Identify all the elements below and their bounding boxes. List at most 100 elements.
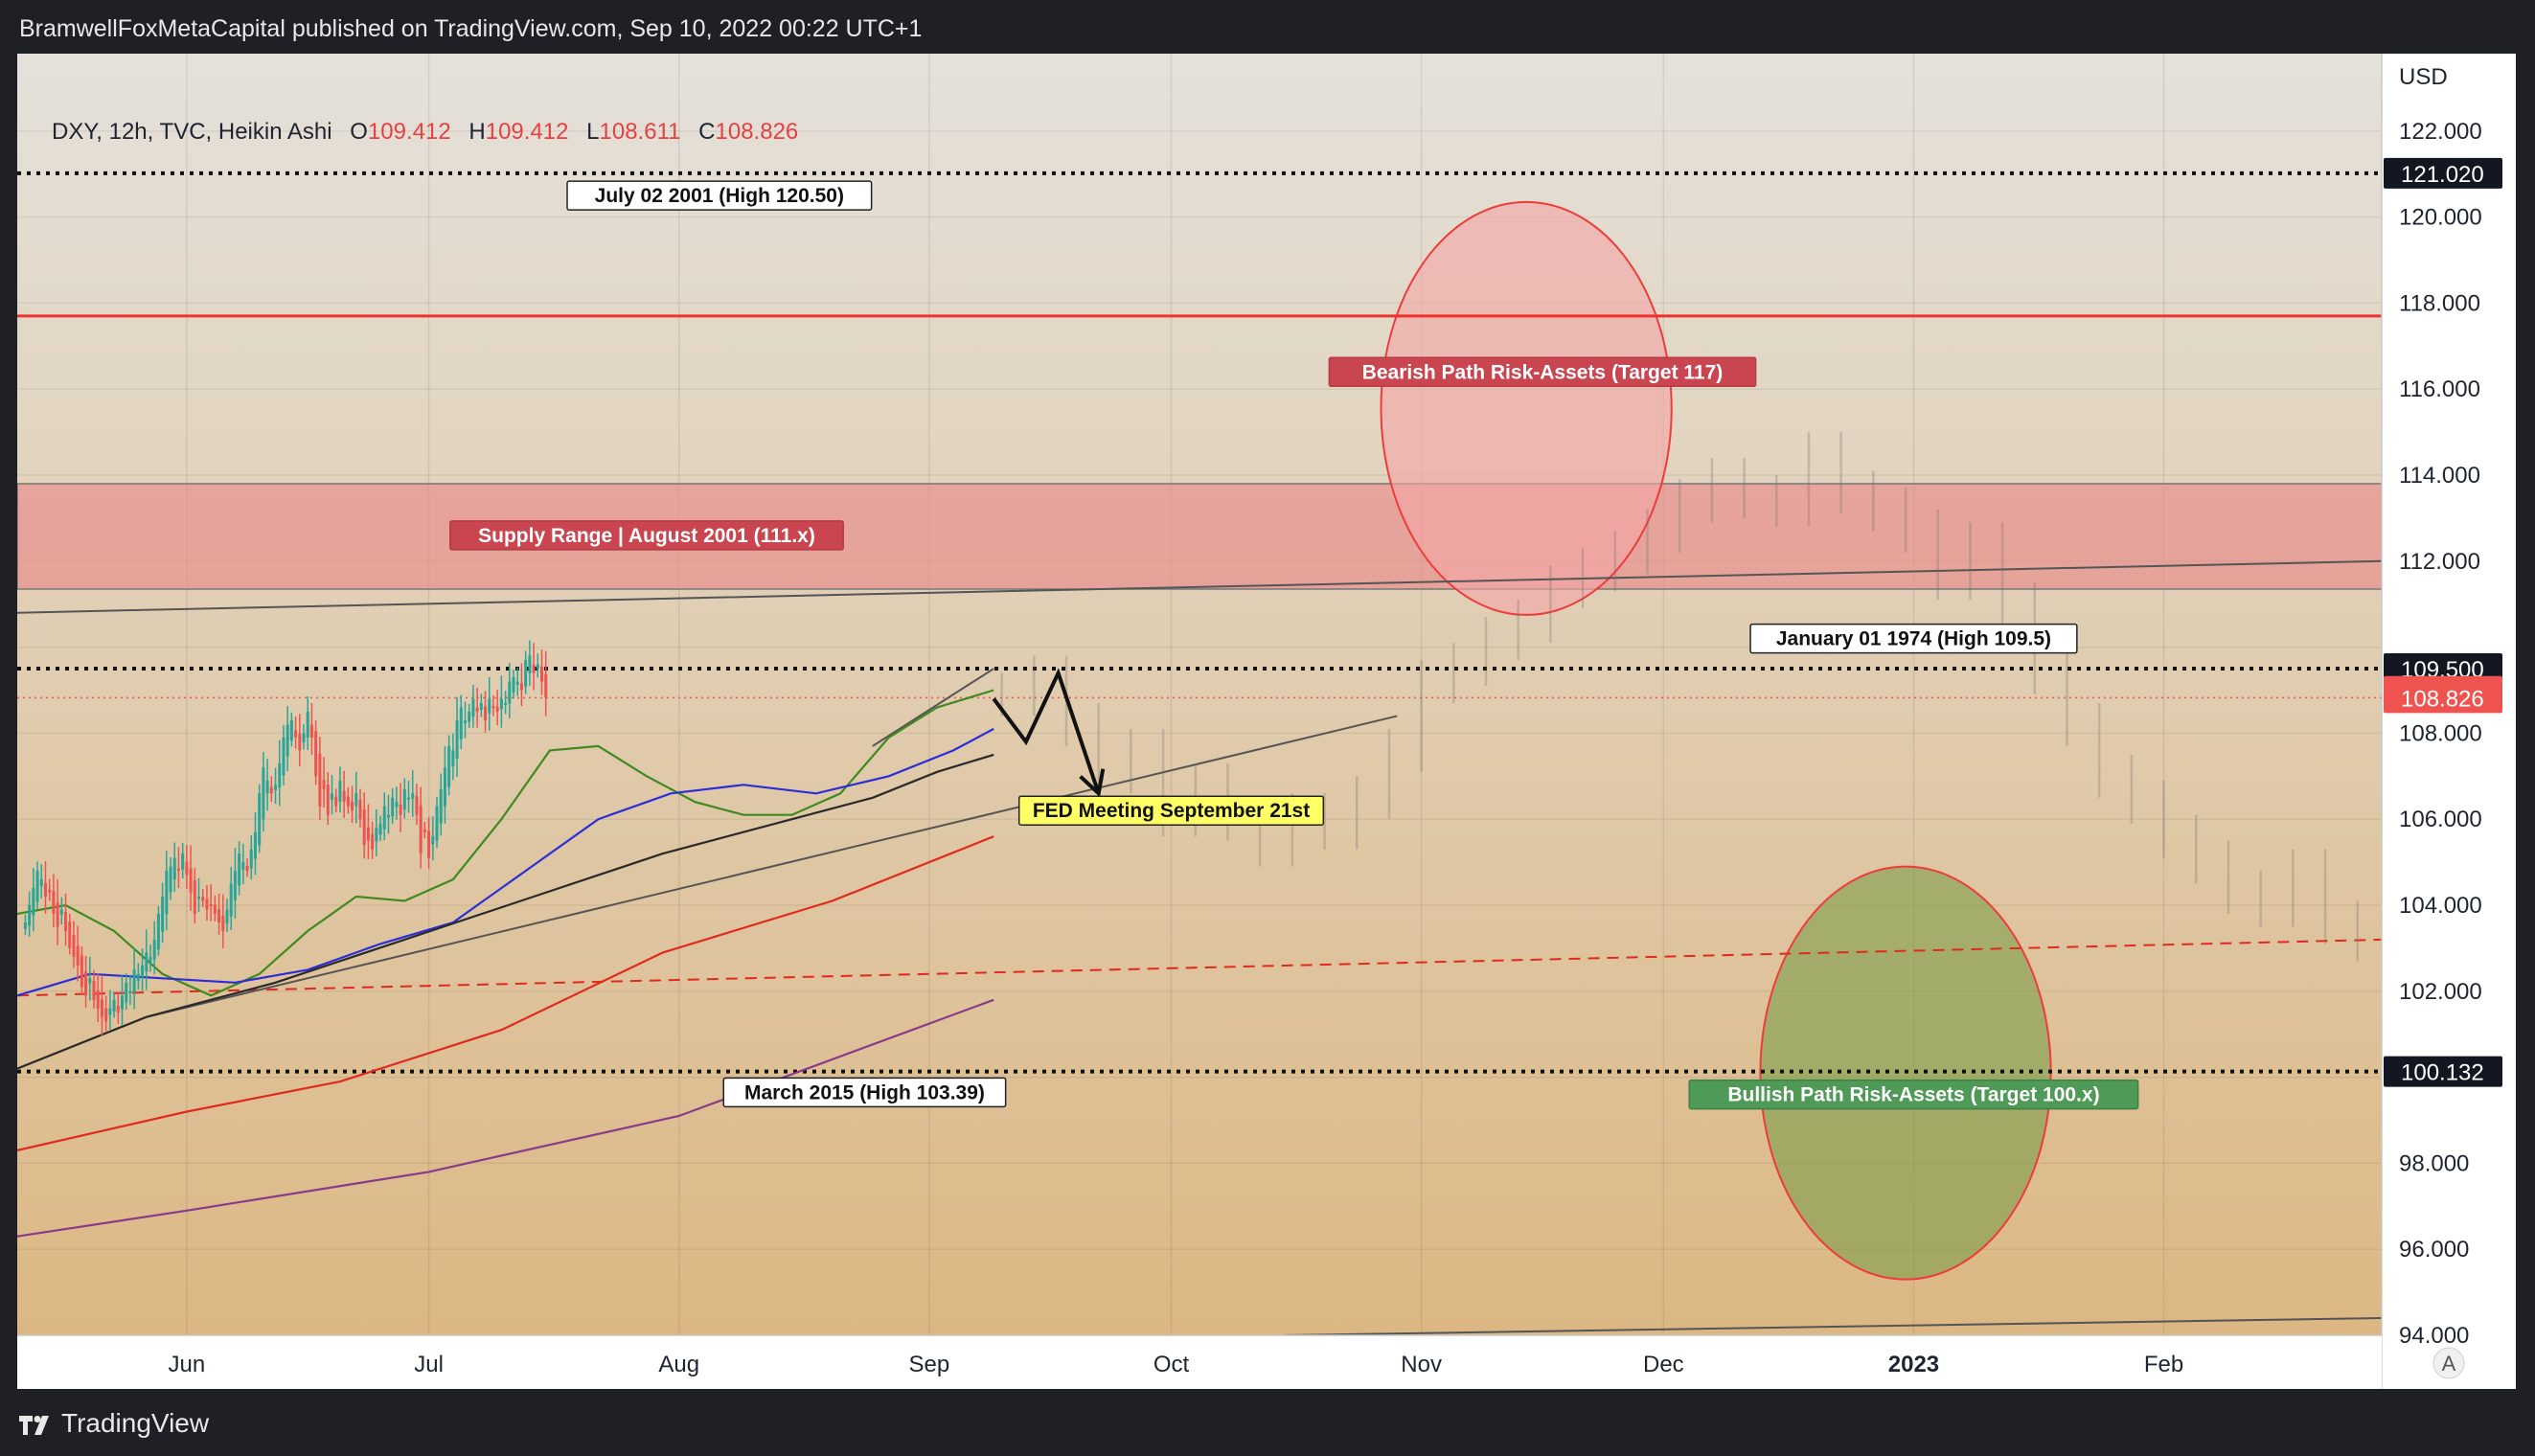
annotation-text: Supply Range | August 2001 (111.x) <box>478 525 815 547</box>
publisher-bar: BramwellFoxMetaCapital published on Trad… <box>0 0 2535 59</box>
candle-body <box>84 970 88 996</box>
candle-body <box>132 969 136 992</box>
price-tag-box <box>2384 1056 2502 1087</box>
candle-body <box>314 731 318 777</box>
publisher-line: BramwellFoxMetaCapital published on Trad… <box>19 15 923 42</box>
annotation-text: Bearish Path Risk-Assets (Target 117) <box>1362 361 1724 383</box>
time-tick-label: Feb <box>2144 1352 2183 1377</box>
candle-body <box>326 785 330 815</box>
annotation-label: March 2015 (High 103.39) <box>722 1077 1007 1108</box>
time-tick-label: Jul <box>414 1352 444 1377</box>
legend-close-label: C <box>698 119 716 145</box>
candle-body <box>382 806 386 830</box>
candle-body <box>504 702 508 705</box>
candle-body <box>96 990 100 1009</box>
candle-body <box>435 806 439 841</box>
footer-bar <box>0 1389 2535 1456</box>
legend-open-label: O <box>350 119 368 145</box>
auto-scale-button[interactable]: A <box>2432 1347 2465 1379</box>
legend-low-label: L <box>586 119 600 145</box>
candle-body <box>217 909 221 922</box>
price-tag-box <box>2384 682 2502 714</box>
candle-body <box>209 903 213 906</box>
candle-body <box>269 786 273 794</box>
candle-body <box>463 719 467 724</box>
trend-line <box>1284 1317 2383 1336</box>
legend-low-value: 108.611 <box>599 119 681 145</box>
trend-lines <box>17 559 2383 1336</box>
time-tick-label: 2023 <box>1888 1352 1939 1377</box>
candle-body <box>298 734 302 751</box>
candle-body <box>262 767 265 820</box>
candle-body <box>197 897 201 899</box>
candle-body <box>145 952 148 972</box>
candle-body <box>532 664 536 673</box>
candle-body <box>544 673 548 698</box>
price-axis-panel[interactable] <box>2382 54 2516 1389</box>
horizontal-levels <box>17 171 2382 1074</box>
annotation-box <box>1328 356 1757 388</box>
candle-body <box>181 853 185 870</box>
candle-body <box>35 871 39 902</box>
candle-body <box>125 982 128 1003</box>
price-tick-label: 96.000 <box>2399 1237 2469 1263</box>
candle-body <box>245 865 249 872</box>
time-tick-label: Jun <box>169 1352 206 1377</box>
candle-body <box>201 897 205 901</box>
candle-body <box>484 706 488 720</box>
candle-body <box>475 707 479 712</box>
candle-body <box>205 899 209 910</box>
price-axis-ticks: 94.00096.00098.000100.000102.000104.0001… <box>2399 119 2482 1349</box>
candle-body <box>225 909 229 924</box>
tradingview-logo-icon <box>19 1415 49 1435</box>
candle-body <box>395 802 399 808</box>
tradingview-logo-text: TradingView <box>61 1408 210 1438</box>
ma_200-line <box>17 835 994 1151</box>
candle-body <box>354 793 358 807</box>
chart-frame: July 02 2001 (High 120.50) Bearish Path R… <box>17 54 2516 1389</box>
ma_fast-line <box>17 689 994 997</box>
candle-body <box>282 737 285 776</box>
candle-body <box>391 797 395 817</box>
legend-symbol: DXY, 12h, TVC, Heikin Ashi <box>52 119 332 145</box>
annotation-box <box>449 520 844 551</box>
price-tick-label: 108.000 <box>2399 720 2482 746</box>
candle-body <box>285 724 289 757</box>
candle-body <box>342 790 346 803</box>
annotation-box <box>722 1077 1007 1108</box>
price-chart[interactable]: July 02 2001 (High 120.50) Bearish Path R… <box>17 54 2516 1389</box>
candle-body <box>491 706 495 709</box>
candle-body <box>371 833 375 850</box>
trend-line <box>146 715 1398 1018</box>
time-axis-panel[interactable] <box>17 1335 2382 1389</box>
supply-zone <box>17 483 2383 590</box>
candle-body <box>451 750 455 767</box>
candle-body <box>249 849 253 869</box>
price-tag: 108.826 <box>2384 682 2502 714</box>
candle-body <box>176 868 180 872</box>
price-tick-label: 106.000 <box>2399 807 2482 832</box>
trend-line <box>872 668 994 747</box>
candle-body <box>274 785 278 790</box>
candle-body <box>488 698 491 714</box>
candle-body <box>411 793 415 799</box>
candle-body <box>76 945 80 966</box>
candle-body <box>362 809 366 846</box>
tradingview-logo[interactable]: TradingView <box>19 1408 209 1439</box>
price-tick-label: 104.000 <box>2399 893 2482 919</box>
candle-body <box>265 780 269 794</box>
candle-body <box>422 829 426 832</box>
price-tick-label: 118.000 <box>2399 290 2480 316</box>
candle-body <box>229 883 233 917</box>
annotation-box <box>1017 795 1325 826</box>
candle-body <box>419 805 422 854</box>
annotation-text: July 02 2001 (High 120.50) <box>595 185 844 207</box>
candle-body <box>524 660 528 687</box>
annotations: July 02 2001 (High 120.50) Bearish Path R… <box>449 180 2139 1110</box>
price-tag-text: 121.020 <box>2401 162 2484 188</box>
candle-body <box>399 804 402 815</box>
annotation-text: January 01 1974 (High 109.5) <box>1776 628 2051 650</box>
candle-body <box>508 681 512 704</box>
candle-body <box>185 861 189 876</box>
